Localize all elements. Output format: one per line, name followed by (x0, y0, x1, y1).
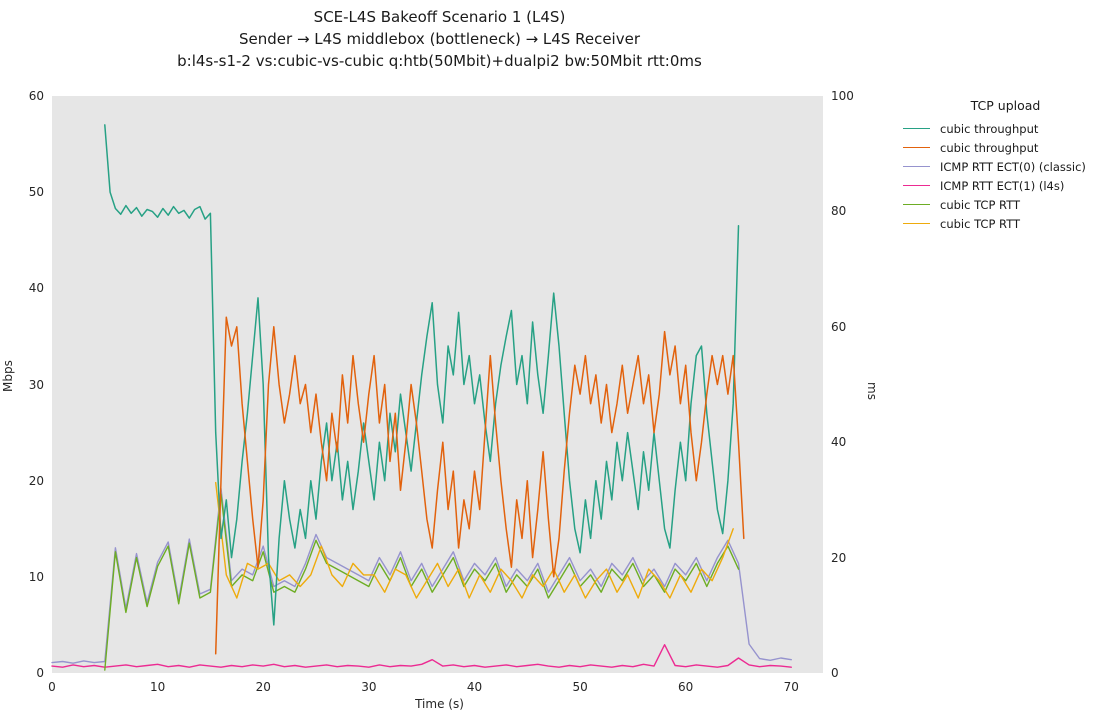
ytickR-label: 80 (831, 204, 847, 219)
legend: TCP upload cubic throughput cubic through… (903, 98, 1108, 233)
xtick-label: 50 (572, 680, 588, 694)
legend-swatch-icon (903, 204, 930, 205)
y-axis-label-right: ms (865, 382, 879, 400)
y-axis-label-left: Mbps (1, 360, 15, 392)
ytickR-label: 20 (831, 550, 847, 565)
series-line-5-cubic-tcp-rtt (214, 481, 734, 599)
ytickL-label: 10 (28, 569, 44, 584)
chart-title: SCE-L4S Bakeoff Scenario 1 (L4S) Sender … (52, 6, 827, 72)
legend-entry-2: ICMP RTT ECT(0) (classic) (903, 157, 1108, 176)
ytickR-label: 100 (831, 89, 854, 103)
series-line-4-cubic-tcp-rtt (104, 493, 740, 671)
legend-entry-1: cubic throughput (903, 138, 1108, 157)
legend-swatch-icon (903, 128, 930, 129)
legend-swatch-icon (903, 166, 930, 167)
legend-entry-label: ICMP RTT ECT(0) (classic) (940, 159, 1086, 174)
legend-entry-label: cubic throughput (940, 121, 1039, 136)
chart-title-line-2: Sender → L4S middlebox (bottleneck) → L4… (239, 30, 640, 48)
series-line-2-icmp-rtt-ect-0-classic (51, 487, 792, 664)
xtick-label: 10 (149, 680, 166, 694)
ytickR-label: 60 (831, 319, 847, 334)
xtick-label: 70 (783, 680, 799, 694)
legend-entry-label: cubic throughput (940, 140, 1039, 155)
legend-entry-label: cubic TCP RTT (940, 197, 1021, 212)
xtick-label: 30 (361, 680, 377, 694)
series-line-0-cubic-throughput (104, 124, 740, 626)
series-line-1-cubic-throughput (214, 316, 745, 655)
legend-entry-label: cubic TCP RTT (940, 216, 1021, 231)
ytickL-label: 60 (28, 89, 44, 103)
chart-title-line-3: b:l4s-s1-2 vs:cubic-vs-cubic q:htb(50Mbi… (177, 52, 702, 70)
ytickR-label: 40 (831, 435, 847, 450)
ytickL-label: 40 (28, 281, 44, 296)
xtick-label: 20 (255, 680, 271, 694)
legend-entry-3: ICMP RTT ECT(1) (l4s) (903, 176, 1108, 195)
legend-swatch-icon (903, 147, 930, 148)
xtick-label: 40 (466, 680, 483, 694)
ytickL-label: 30 (28, 377, 44, 392)
legend-title: TCP upload (970, 98, 1041, 113)
ytickL-label: 0 (36, 666, 44, 680)
chart-title-line-1: SCE-L4S Bakeoff Scenario 1 (L4S) (313, 8, 566, 26)
ytickR-label: 0 (831, 666, 839, 680)
legend-entry-0: cubic throughput (903, 119, 1108, 138)
legend-rows: cubic throughput cubic throughput ICMP RTT… (903, 119, 1108, 233)
ytickL-label: 20 (28, 473, 44, 488)
legend-entry-label: ICMP RTT ECT(1) (l4s) (940, 178, 1065, 193)
xtick-label: 0 (48, 680, 56, 694)
ytickL-label: 50 (28, 185, 44, 200)
legend-swatch-icon (903, 185, 930, 186)
x-axis-label: Time (s) (415, 697, 464, 711)
xtick-label: 60 (678, 680, 694, 694)
legend-entry-5: cubic TCP RTT (903, 214, 1108, 233)
legend-entry-4: cubic TCP RTT (903, 195, 1108, 214)
series-line-3-icmp-rtt-ect-1-l4s (51, 644, 792, 668)
legend-swatch-icon (903, 223, 930, 224)
